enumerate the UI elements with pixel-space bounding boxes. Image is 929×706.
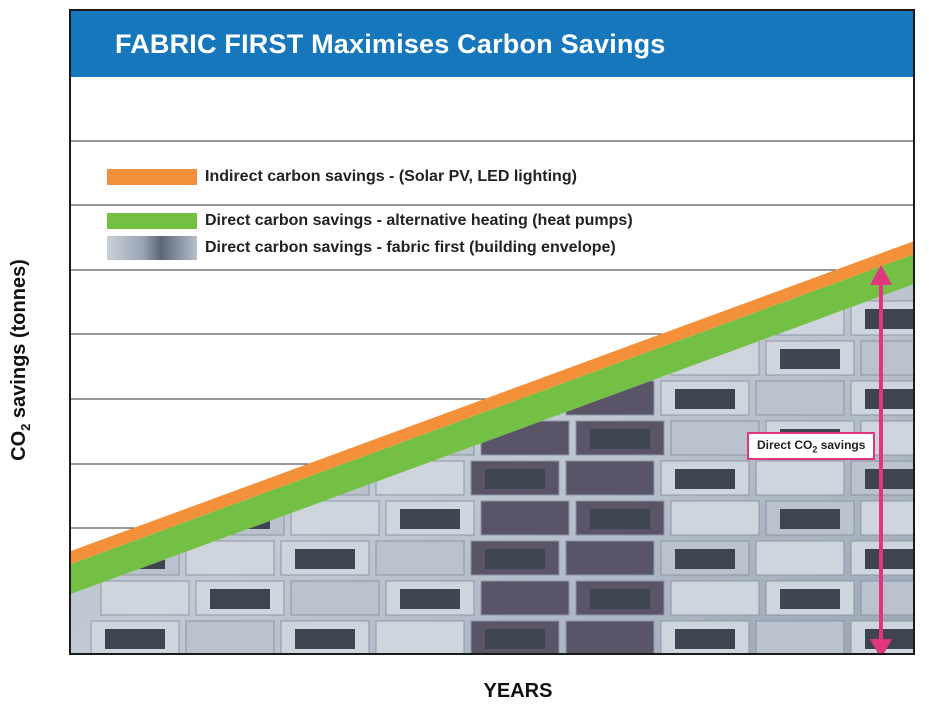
facade-window — [210, 589, 270, 609]
facade-window — [105, 469, 165, 489]
facade-panel — [565, 540, 655, 576]
facade-panel — [280, 380, 370, 416]
facade-panel — [290, 580, 380, 616]
indirect-savings-band — [71, 241, 913, 564]
direct-savings-arrow — [870, 265, 892, 653]
facade-panel — [185, 380, 275, 416]
legend-swatch-orange — [107, 169, 197, 185]
legend-item-heating: Direct carbon savings - alternative heat… — [107, 210, 633, 232]
chart-frame: FABRIC FIRST Maximises Carbon Savings In… — [69, 9, 915, 655]
facade-window — [295, 309, 355, 329]
facade-panel — [375, 620, 465, 653]
facade-window — [105, 629, 165, 649]
facade-panel — [670, 580, 760, 616]
plot-area — [71, 140, 913, 653]
facade-window — [865, 389, 913, 409]
facade-window — [865, 309, 913, 329]
legend-item-indirect: Indirect carbon savings - (Solar PV, LED… — [107, 166, 577, 188]
facade-panel — [755, 540, 845, 576]
facade-window — [780, 509, 840, 529]
facade-panel — [565, 460, 655, 496]
legend-swatch-building — [107, 236, 197, 260]
facade-panel — [375, 380, 465, 416]
y-axis-label: CO2 savings (tonnes) — [8, 259, 33, 461]
facade-window — [590, 589, 650, 609]
facade-window — [105, 309, 165, 329]
facade-window — [400, 349, 460, 369]
legend-item-fabric: Direct carbon savings - fabric first (bu… — [107, 236, 616, 260]
facade-window — [590, 509, 650, 529]
legend-label-heating: Direct carbon savings - alternative heat… — [205, 212, 633, 229]
facade-window — [485, 309, 545, 329]
facade-panel — [860, 500, 913, 536]
facade-panel — [860, 340, 913, 376]
facade-window — [865, 549, 913, 569]
facade-panel — [565, 620, 655, 653]
facade-panel — [280, 300, 370, 336]
direct-savings-annotation: Direct CO2 savings — [747, 432, 876, 461]
heat-pump-savings-band — [71, 254, 913, 594]
facade-panel — [100, 420, 190, 456]
legend-label-indirect: Indirect carbon savings - (Solar PV, LED… — [205, 168, 577, 185]
facade-panel — [565, 300, 655, 336]
facade-panel — [755, 460, 845, 496]
facade-window — [675, 389, 735, 409]
title-bar: FABRIC FIRST Maximises Carbon Savings — [71, 11, 913, 77]
facade-panel — [185, 620, 275, 653]
facade-panel — [290, 340, 380, 376]
facade-panel — [185, 540, 275, 576]
facade-panel — [470, 300, 560, 336]
facade-panel — [195, 340, 285, 376]
facade-window — [485, 469, 545, 489]
facade-window — [295, 629, 355, 649]
facade-window — [675, 469, 735, 489]
facade-window — [675, 629, 735, 649]
facade-panel — [755, 380, 845, 416]
facade-window — [295, 549, 355, 569]
chart-title: FABRIC FIRST Maximises Carbon Savings — [115, 29, 666, 59]
facade-window — [485, 629, 545, 649]
facade-panel — [100, 340, 190, 376]
facade-window — [210, 349, 270, 369]
facade-window — [400, 509, 460, 529]
facade-window — [675, 549, 735, 569]
legend-label-fabric: Direct carbon savings - fabric first (bu… — [205, 239, 616, 256]
facade-panel — [860, 580, 913, 616]
x-axis-label: YEARS — [483, 680, 553, 702]
facade-panel — [90, 380, 180, 416]
facade-window — [210, 429, 270, 449]
facade-panel — [670, 420, 760, 456]
facade-panel — [385, 340, 475, 376]
facade-window — [485, 549, 545, 569]
facade-panel — [755, 620, 845, 653]
facade-panel — [480, 580, 570, 616]
facade-panel — [90, 300, 180, 336]
facade-panel — [480, 500, 570, 536]
facade-panel — [195, 420, 285, 456]
facade-window — [590, 429, 650, 449]
facade-panel — [480, 340, 570, 376]
facade-window — [780, 349, 840, 369]
facade-panel — [90, 460, 180, 496]
facade-panel — [375, 300, 465, 336]
facade-window — [780, 589, 840, 609]
facade-window — [400, 589, 460, 609]
facade-panel — [100, 580, 190, 616]
legend-swatch-green — [107, 213, 197, 229]
facade-panel — [670, 500, 760, 536]
facade-window — [865, 469, 913, 489]
facade-panel — [185, 300, 275, 336]
facade-panel — [375, 540, 465, 576]
